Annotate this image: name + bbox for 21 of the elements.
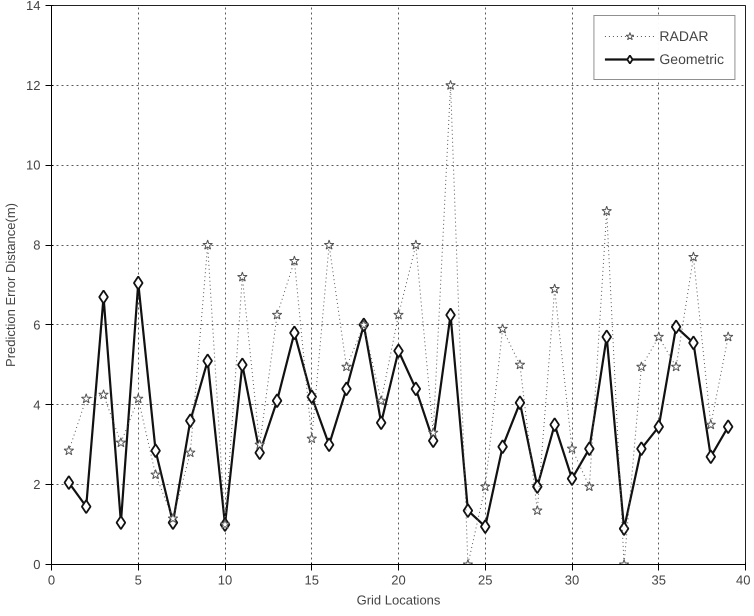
x-tick-label: 5 — [134, 572, 142, 588]
x-tick-label: 40 — [736, 572, 751, 588]
x-axis-title: Grid Locations — [356, 592, 441, 608]
y-tick-label: 8 — [33, 238, 41, 253]
x-tick-label: 35 — [652, 572, 666, 588]
x-tick-label: 20 — [391, 572, 406, 588]
y-tick-label: 0 — [33, 557, 41, 572]
y-tick-label: 14 — [26, 0, 41, 13]
x-tick-label: 15 — [304, 572, 319, 588]
x-tick-label: 0 — [48, 572, 56, 588]
x-tick-label: 30 — [564, 572, 580, 588]
y-tick-label: 6 — [33, 317, 41, 332]
legend-label: Geometric — [659, 51, 724, 67]
y-axis-title: Prediction Error Distance(m) — [3, 202, 18, 367]
x-tick-label: 25 — [478, 572, 492, 588]
y-tick-label: 10 — [26, 158, 41, 173]
y-tick-label: 4 — [33, 397, 41, 412]
legend-label: RADAR — [659, 28, 708, 44]
y-tick-label: 12 — [26, 78, 41, 93]
x-tick-label: 10 — [218, 572, 232, 588]
y-tick-label: 2 — [33, 477, 41, 492]
